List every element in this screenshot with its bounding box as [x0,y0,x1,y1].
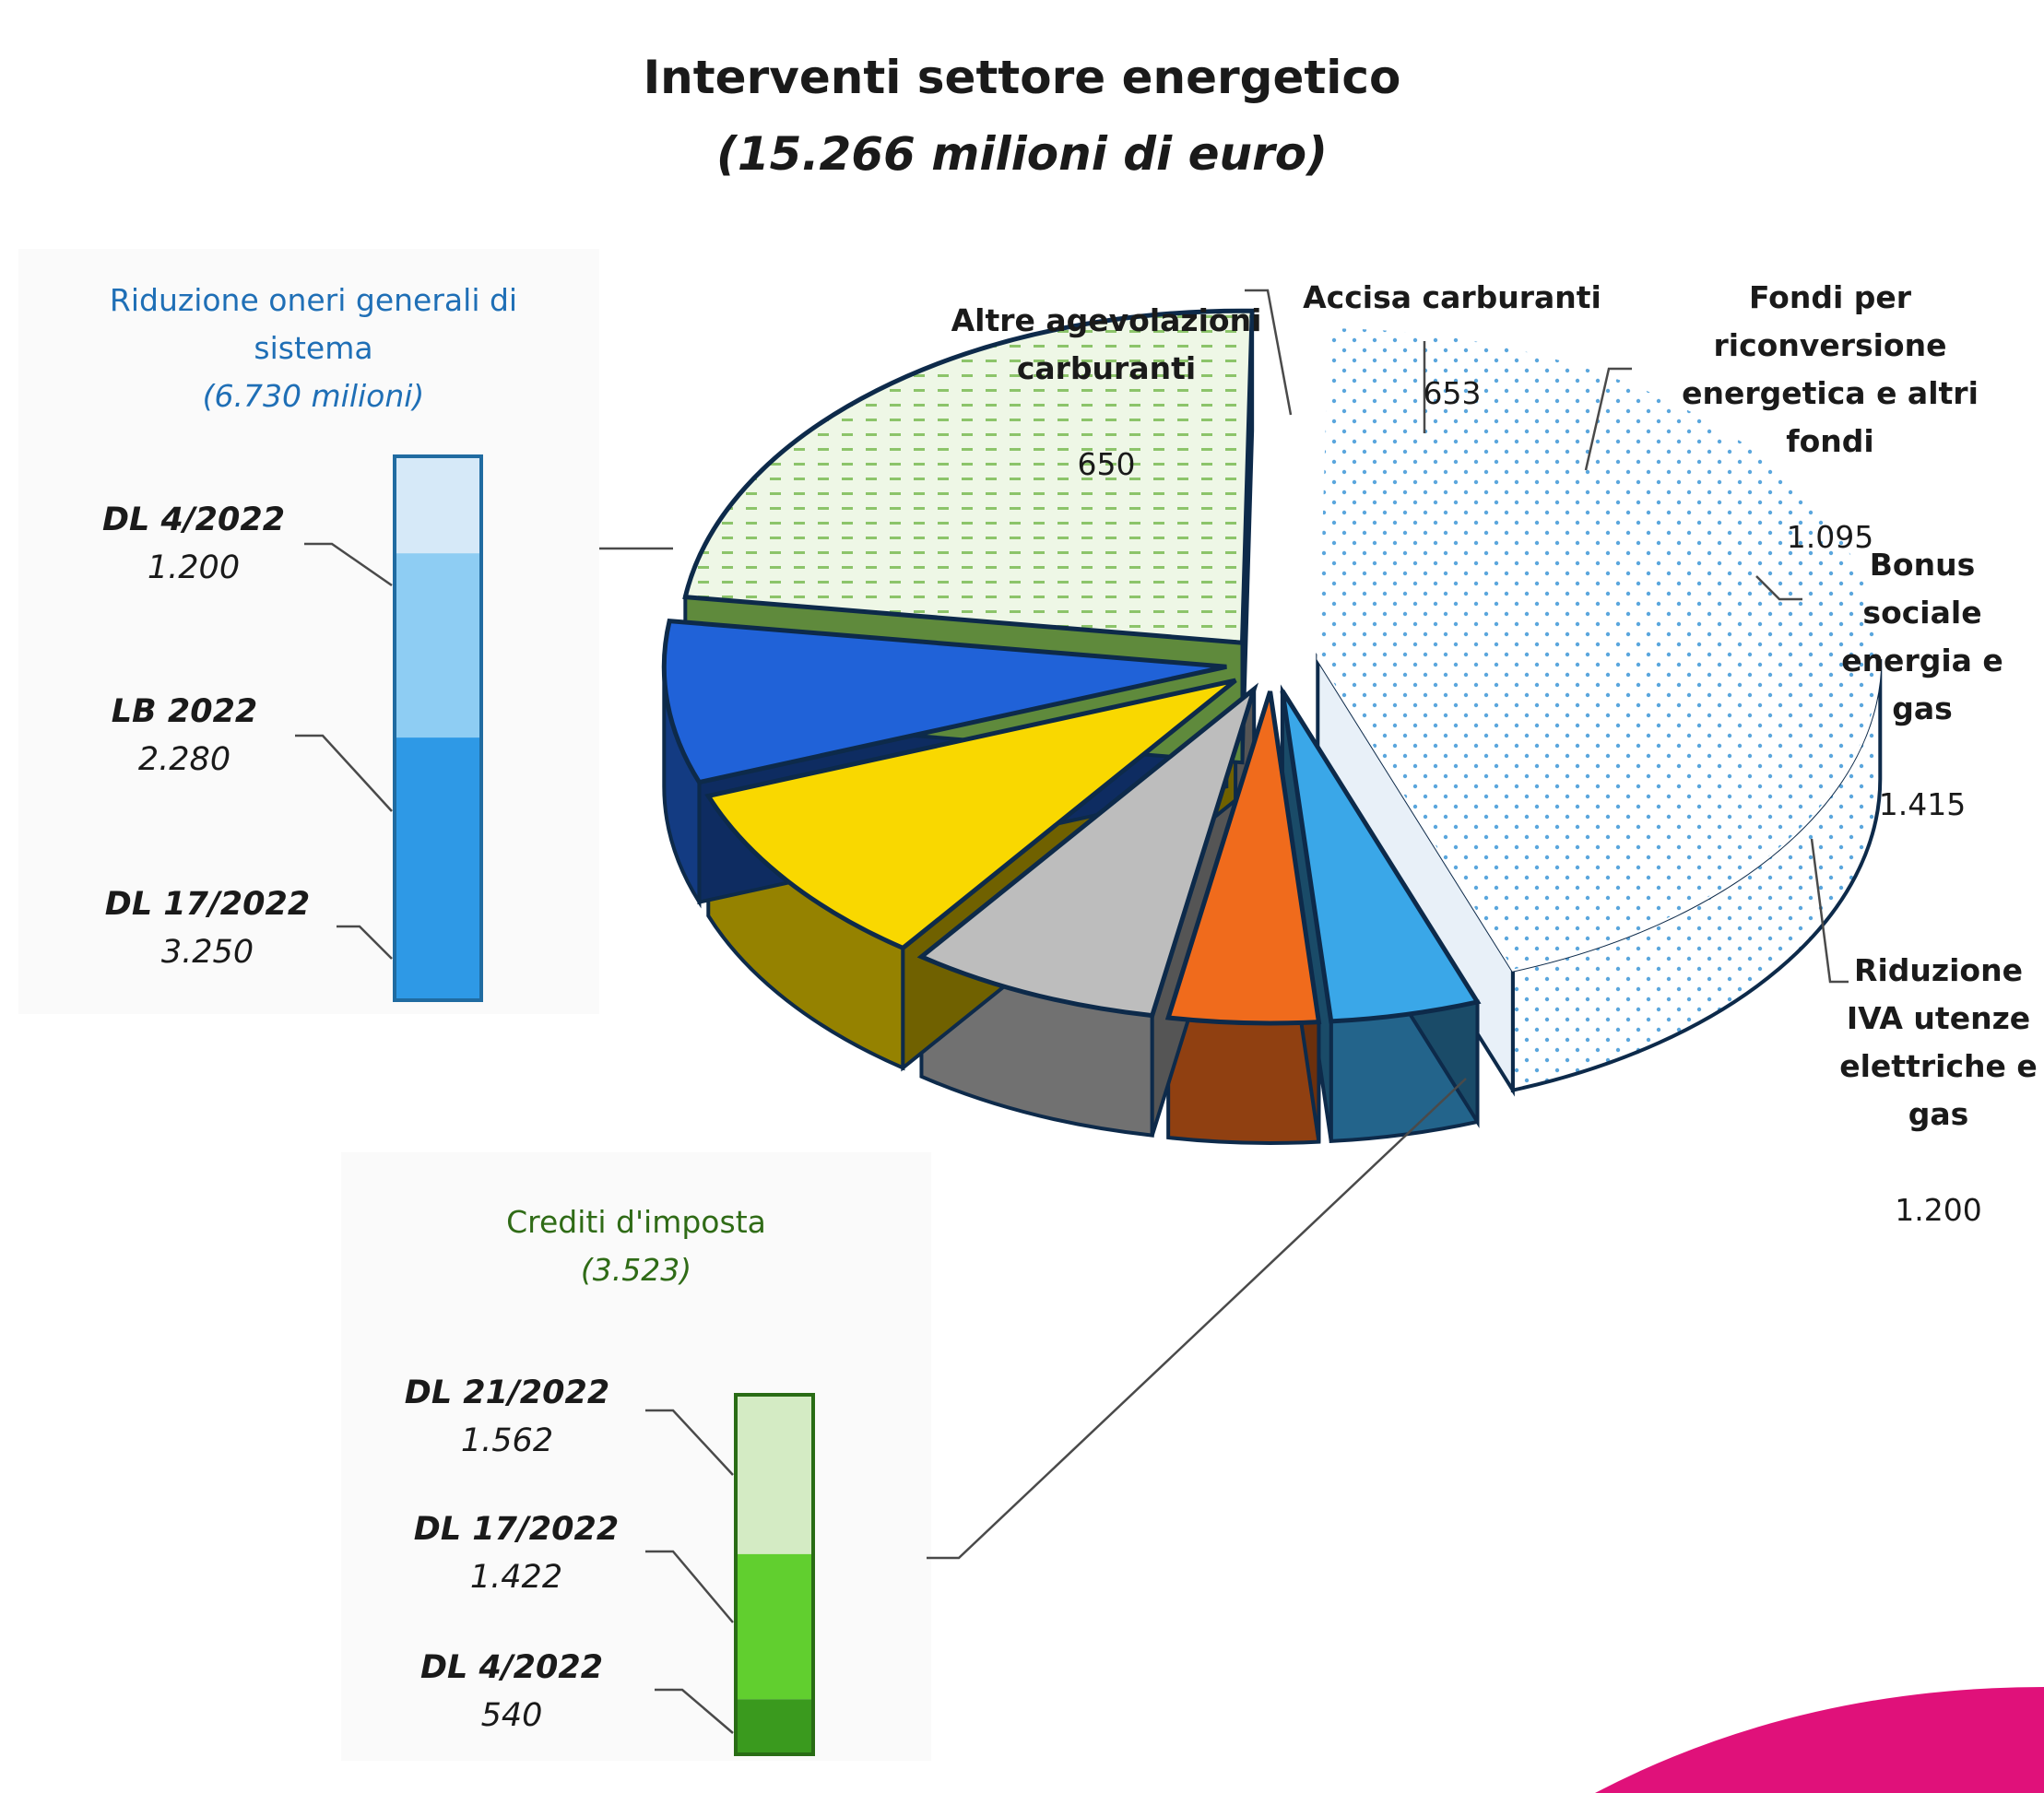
green-seg-3-value: 540 [480,1697,543,1734]
pie-slice-altre-agevolazioni-carburanti [1280,689,1482,1024]
blue-subchart-title: Riduzione oneri generali di sistema (6.7… [101,277,526,420]
pie-slice-fondi-per-riconversione-energetica-e-altri-fondi [916,682,1259,1019]
pie-slice-riduzione-oneri-generali-di-sistema [1317,326,1882,972]
green-bar-segment-3 [736,1699,813,1754]
blue-subchart-total: (6.730 milioni) [202,378,425,414]
green-stacked-bar [645,1393,815,1756]
leader-line-5 [1810,838,1849,984]
label-bonus-sociale: Bonus sociale energia e gas 1.415 [1807,493,2038,829]
blue-seg-label-2: LB 2022 2.280 [83,688,286,784]
chart-subtitle: (15.266 milioni di euro) [716,127,1328,181]
label-fondi-value: 1.095 [1786,519,1874,555]
green-seg-label-1: DL 21/2022 1.562 [392,1369,622,1465]
label-fondi-name: Fondi per riconversione energetica e alt… [1682,279,1979,459]
label-accisa-value: 653 [1423,375,1482,411]
green-bar-segment-2 [736,1553,813,1700]
leader-line-4 [1755,575,1802,601]
label-accisa-name: Accisa carburanti [1303,279,1601,315]
blue-subchart-title-text: Riduzione oneri generali di sistema [109,282,518,366]
blue-bar-segment-3 [395,737,481,1000]
green-bar-outline [734,1393,815,1756]
blue-seg-1-name: DL 4/2022 [101,501,286,538]
blue-segment-leader-3 [337,925,393,960]
leader-line-1 [1245,289,1293,416]
blue-segment-leader-1 [304,542,393,587]
label-altre-agevolazioni-value: 650 [1077,446,1136,482]
green-subchart-total: (3.523) [580,1252,692,1288]
green-segment-leader-3 [655,1688,734,1734]
pie-slice-bonus-sociale-energia-e-gas [704,678,1237,951]
label-bonus-value: 1.415 [1878,786,1967,822]
blue-seg-2-value: 2.280 [137,741,231,778]
blue-stacked-bar [295,454,483,1002]
blue-bar-segment-1 [395,456,481,554]
chart-title: Interventi settore energetico [643,51,1401,104]
green-seg-label-2: DL 17/2022 1.422 [401,1505,632,1601]
pie-slice-riduzione-iva-utenze-elettriche-e-gas [661,618,1227,785]
green-seg-1-name: DL 21/2022 [404,1374,610,1411]
label-altre-agevolazioni-name: Altre agevolazioni carburanti [951,302,1262,386]
blue-seg-label-1: DL 4/2022 1.200 [92,496,295,592]
pie-slice-accisa-carburanti [1164,690,1322,1026]
label-altre-agevolazioni: Altre agevolazioni carburanti 650 [931,249,1282,489]
blue-seg-2-name: LB 2022 [111,693,258,730]
label-iva-name: Riduzione IVA utenze elettriche e gas [1839,952,2038,1132]
leader-lines [599,289,1849,1560]
green-seg-2-name: DL 17/2022 [413,1511,620,1548]
blue-subchart-panel [18,249,599,1014]
green-seg-3-name: DL 4/2022 [419,1649,604,1686]
green-segment-leader-2 [645,1550,734,1623]
blue-segment-leader-2 [295,734,393,812]
green-seg-label-3: DL 4/2022 540 [410,1644,613,1740]
label-iva-value: 1.200 [1895,1192,1982,1228]
green-subchart-title-text: Crediti d'imposta [506,1204,766,1240]
label-fondi: Fondi per riconversione energetica e alt… [1650,226,2010,561]
green-subchart-title: Crediti d'imposta (3.523) [452,1198,821,1294]
green-seg-2-value: 1.422 [469,1559,563,1596]
label-accisa-carburanti: Accisa carburanti 653 [1291,226,1613,418]
green-seg-1-value: 1.562 [460,1422,554,1459]
blue-seg-label-3: DL 17/2022 3.250 [92,880,323,976]
label-bonus-name: Bonus sociale energia e gas [1841,547,2003,726]
blue-seg-3-name: DL 17/2022 [104,886,311,923]
pie-slice-crediti-d-imposta [682,308,1255,645]
leader-line-3 [1584,367,1632,471]
blue-bar-outline [393,454,483,1002]
blue-bar-segment-2 [395,553,481,738]
green-bar-segment-1 [736,1395,813,1554]
pie-tops [661,308,1882,1026]
green-segment-leader-1 [645,1409,734,1476]
blue-seg-3-value: 3.250 [160,934,254,971]
blue-seg-1-value: 1.200 [147,549,241,586]
label-riduzione-iva: Riduzione IVA utenze elettriche e gas 1.… [1835,899,2042,1234]
leader-line-7 [927,1078,1467,1560]
pie-slice-wall-accisa-carburanti [1166,1015,1321,1145]
green-subchart-panel [341,1152,931,1761]
